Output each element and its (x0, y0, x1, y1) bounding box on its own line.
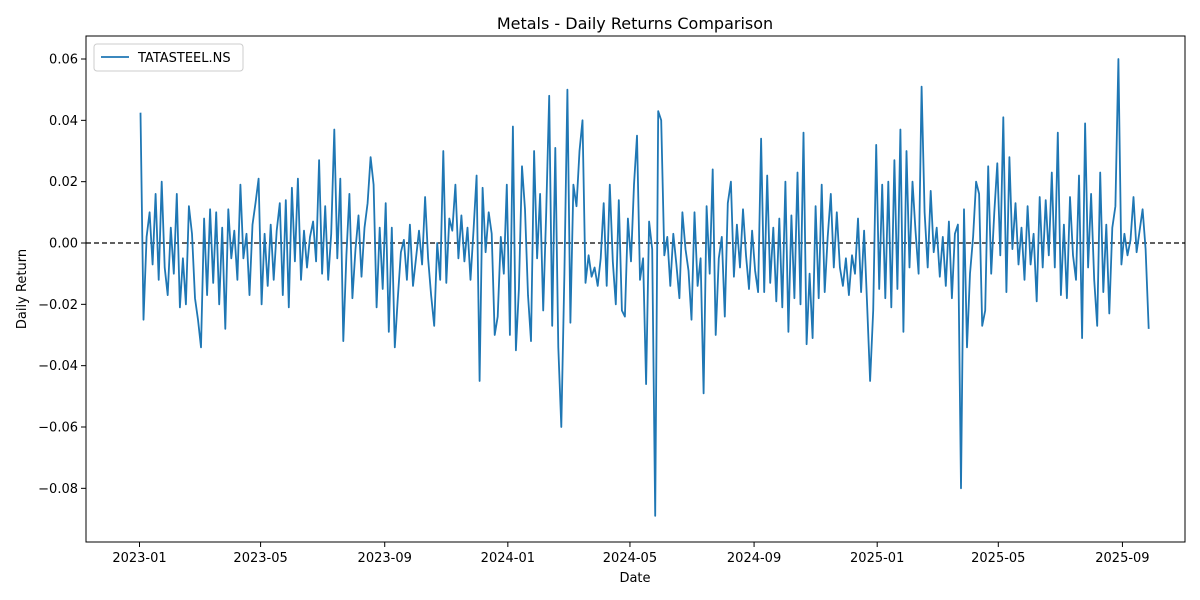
x-tick-label: 2023-09 (358, 551, 412, 566)
plot-area (85, 35, 1186, 543)
axes-background (86, 36, 1185, 542)
y-tick-label: −0.08 (38, 482, 78, 497)
y-axis-label: Daily Return (15, 249, 30, 329)
y-tick-label: −0.06 (38, 421, 78, 436)
x-tick-label: 2025-05 (971, 551, 1025, 566)
legend-box (93, 43, 244, 72)
y-tick-label: 0.06 (49, 53, 78, 68)
chart-title: Metals - Daily Returns Comparison (497, 14, 773, 33)
y-tick-label: 0.00 (49, 237, 78, 252)
x-axis-label: Date (619, 571, 650, 586)
axes-frame (85, 35, 1186, 543)
legend-entry-tatasteel: TATASTEEL.NS (137, 51, 231, 66)
y-tick-label: 0.02 (49, 175, 78, 190)
x-tick-label: 2024-09 (727, 551, 781, 566)
legend: TATASTEEL.NS (93, 43, 244, 72)
y-tick-label: 0.04 (49, 114, 78, 129)
y-tick-label: −0.04 (38, 359, 78, 374)
series-line-tatasteel (139, 58, 1150, 517)
x-tick-label: 2023-01 (112, 551, 166, 566)
x-tick-label: 2024-01 (481, 551, 535, 566)
y-axis: −0.08 −0.06 −0.04 −0.02 0.00 0.02 0.04 0.06 (38, 53, 86, 497)
x-axis: 2023-01 2023-05 2023-09 2024-01 2024-05 2024-… (112, 542, 1150, 566)
x-tick-label: 2025-09 (1095, 551, 1149, 566)
x-tick-label: 2023-05 (233, 551, 287, 566)
y-tick-label: −0.02 (38, 298, 78, 313)
x-tick-label: 2024-05 (603, 551, 657, 566)
x-tick-label: 2025-01 (850, 551, 904, 566)
